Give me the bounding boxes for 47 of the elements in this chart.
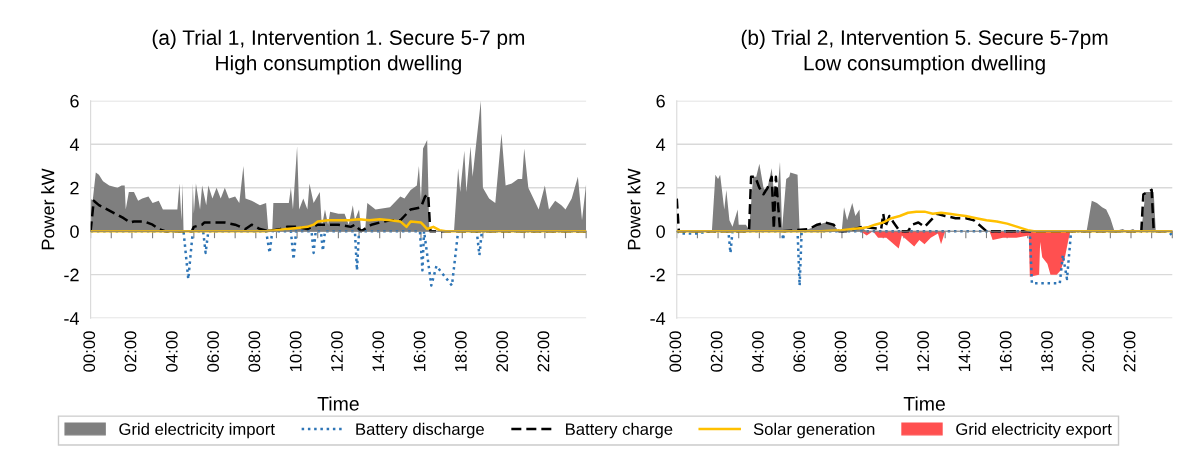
- chart-title: (a) Trial 1, Intervention 1. Secure 5-7 pm High consumption dwelling: [152, 29, 525, 75]
- y-tick-label: 6: [70, 94, 79, 108]
- x-tick-label: 18:00: [1041, 331, 1053, 372]
- legend-label: Grid electricity export: [956, 422, 1112, 439]
- x-tick-label: 02:00: [124, 331, 137, 372]
- x-tick-label: 20:00: [1082, 331, 1095, 372]
- y-tick-label: -4: [650, 312, 666, 325]
- x-tick-label: 20:00: [496, 331, 509, 372]
- y-tick-label: 4: [69, 138, 79, 151]
- x-tick-label: 04:00: [752, 331, 764, 372]
- x-tick-label: 22:00: [537, 331, 550, 372]
- y-tick-label: 2: [656, 181, 665, 195]
- x-tick-label: 10:00: [875, 331, 888, 372]
- legend-label: Grid electricity import: [119, 422, 275, 439]
- y-tick-label: 0: [70, 225, 79, 238]
- legend-label: Solar generation: [753, 422, 875, 439]
- x-tick-label: 00:00: [669, 331, 682, 372]
- x-tick-label: 06:00: [207, 331, 219, 372]
- x-axis-title: Time: [317, 396, 359, 411]
- y-axis-title: Power kW: [627, 168, 641, 250]
- x-tick-label: 10:00: [289, 331, 302, 372]
- y-tick-label: 0: [656, 225, 665, 238]
- x-tick-label: 14:00: [372, 331, 385, 372]
- x-tick-label: 14:00: [958, 331, 971, 372]
- legend-label: Battery discharge: [356, 422, 484, 439]
- x-axis-title: Time: [903, 396, 945, 411]
- x-tick-label: 12:00: [917, 331, 930, 372]
- y-tick-label: -2: [650, 268, 665, 282]
- x-tick-label: 18:00: [454, 331, 467, 372]
- x-tick-label: 16:00: [999, 331, 1012, 372]
- x-tick-label: 06:00: [793, 331, 806, 372]
- x-tick-label: 08:00: [834, 331, 847, 372]
- x-tick-label: 16:00: [413, 331, 426, 372]
- y-tick-label: -2: [64, 268, 79, 282]
- y-tick-label: -4: [64, 312, 79, 325]
- x-tick-label: 00:00: [83, 331, 96, 372]
- x-tick-label: 04:00: [165, 331, 178, 372]
- y-tick-label: 6: [656, 94, 665, 108]
- chart-title: (b) Trial 2, Intervention 5. Secure 5-7pm Low consumption dwelling: [741, 29, 1108, 75]
- y-tick-label: 4: [656, 138, 666, 151]
- legend-label: Battery charge: [566, 422, 673, 439]
- y-axis-title: Power kW: [41, 168, 55, 250]
- x-tick-label: 02:00: [710, 331, 723, 372]
- x-tick-label: 22:00: [1123, 331, 1136, 372]
- x-tick-label: 12:00: [331, 331, 343, 372]
- y-tick-label: 2: [70, 181, 79, 195]
- x-tick-label: 08:00: [248, 331, 261, 372]
